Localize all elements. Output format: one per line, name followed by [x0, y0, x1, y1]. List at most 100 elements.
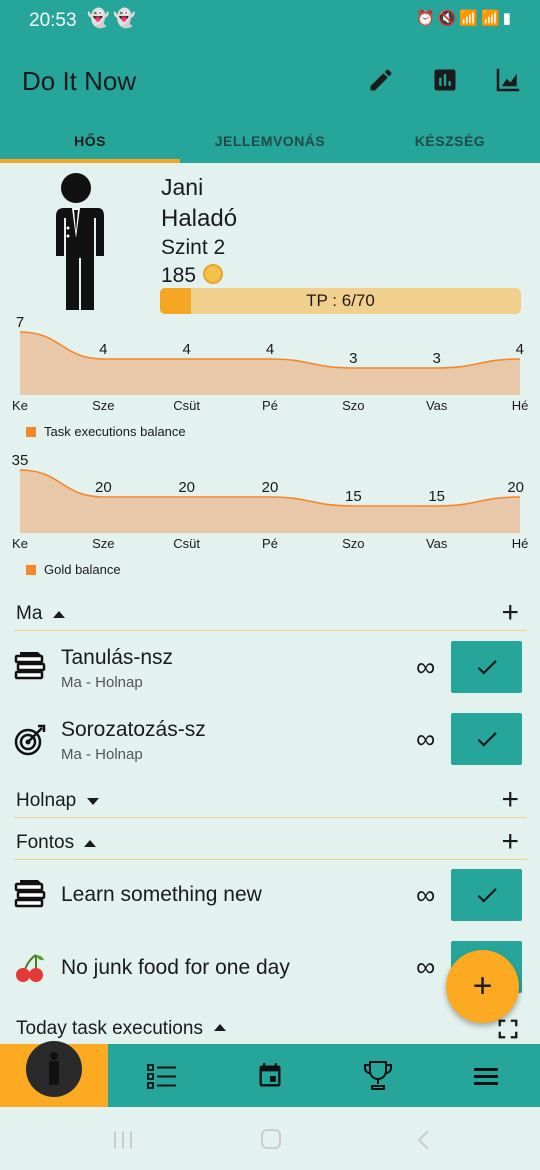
- system-navigation-bar: [0, 1107, 540, 1170]
- tab-skills[interactable]: KÉSZSÉG: [414, 132, 486, 149]
- tab-bar: HŐS JELLEMVONÁS KÉSZSÉG: [0, 118, 540, 163]
- menu-icon: [474, 1067, 498, 1085]
- chart-line: [19, 469, 521, 507]
- data-label: 20: [507, 479, 524, 496]
- add-task-important-button[interactable]: +: [501, 825, 519, 858]
- app-title: Do It Now: [22, 66, 137, 96]
- bottom-navigation: [0, 1040, 540, 1107]
- edit-icon[interactable]: [363, 62, 399, 98]
- data-label: 4: [182, 341, 190, 358]
- data-label: 20: [178, 479, 195, 496]
- hero-level: Szint 2: [161, 236, 226, 259]
- infinity-icon: ∞: [416, 952, 436, 982]
- x-tick-label: Sze: [92, 536, 114, 551]
- chart-legend-task: Task executions balance: [26, 424, 186, 439]
- x-tick-label: Csüt: [173, 536, 200, 551]
- cherry-icon: [14, 952, 46, 984]
- data-label: 15: [428, 488, 445, 505]
- data-label: 4: [99, 341, 107, 358]
- chart-area: [20, 470, 520, 533]
- x-tick-label: Csüt: [173, 398, 200, 413]
- x-tick-label: Vas: [426, 536, 448, 551]
- task-period: Ma - Holnap: [61, 746, 143, 763]
- x-tick-label: Pé: [262, 536, 278, 551]
- tab-traits[interactable]: JELLEMVONÁS: [214, 132, 326, 149]
- coin-icon: [203, 264, 223, 284]
- task-item[interactable]: Learn something new ∞: [0, 868, 540, 932]
- status-bar: 20:53 👻👻 ⏰🔇📶📶▮: [0, 0, 540, 42]
- complete-task-button[interactable]: [451, 869, 522, 921]
- list-icon: [147, 1063, 176, 1089]
- caret-up-icon[interactable]: [84, 840, 96, 847]
- add-task-today-button[interactable]: +: [501, 596, 519, 629]
- chart-legend-gold: Gold balance: [26, 562, 121, 577]
- data-label: 7: [16, 314, 24, 331]
- tab-indicator: [0, 159, 180, 163]
- complete-task-button[interactable]: [451, 641, 522, 693]
- x-tick-label: Hé: [512, 398, 529, 413]
- section-label: Fontos: [16, 832, 75, 853]
- tp-progress-bar: TP : 6/70: [160, 288, 521, 314]
- chart-area: [20, 332, 520, 395]
- section-tomorrow[interactable]: Holnap +: [14, 783, 527, 818]
- caret-up-icon[interactable]: [53, 611, 65, 618]
- infinity-icon: ∞: [416, 724, 436, 754]
- data-label: 4: [516, 341, 524, 358]
- data-label: 3: [349, 350, 357, 367]
- complete-task-button[interactable]: [451, 713, 522, 765]
- legend-swatch: [26, 564, 36, 575]
- tab-hero[interactable]: HŐS: [74, 132, 106, 149]
- x-tick-label: Ke: [12, 536, 28, 551]
- nav-menu-tab[interactable]: [432, 1044, 540, 1107]
- books-icon: [14, 878, 46, 910]
- calendar-icon: [259, 1062, 281, 1086]
- data-label: 20: [262, 479, 279, 496]
- section-label: Ma: [16, 603, 43, 624]
- x-tick-label: Hé: [512, 536, 529, 551]
- nav-list-tab[interactable]: [108, 1044, 216, 1107]
- x-tick-label: Szo: [342, 398, 364, 413]
- add-task-tomorrow-button[interactable]: +: [501, 783, 519, 816]
- status-time: 20:53: [29, 10, 77, 31]
- avatar: [44, 172, 108, 310]
- task-item[interactable]: Tanulás-nsz Ma - Holnap ∞: [0, 640, 540, 704]
- recent-apps-icon[interactable]: [112, 1129, 134, 1156]
- data-label: 4: [266, 341, 274, 358]
- infinity-icon: ∞: [416, 880, 436, 910]
- data-label: 35: [12, 452, 29, 469]
- task-period: Ma - Holnap: [61, 674, 143, 691]
- section-label: Holnap: [16, 790, 77, 811]
- section-important[interactable]: Fontos +: [14, 825, 527, 860]
- nav-calendar-tab[interactable]: [216, 1044, 324, 1107]
- caret-down-icon[interactable]: [87, 798, 99, 805]
- line-chart-icon[interactable]: [490, 62, 526, 98]
- task-name: Sorozatozás-sz: [61, 718, 206, 741]
- app-bar: Do It Now: [0, 42, 540, 118]
- task-name: Tanulás-nsz: [61, 646, 174, 669]
- bar-chart-icon[interactable]: [427, 62, 463, 98]
- x-tick-label: Ke: [12, 398, 28, 413]
- legend-swatch: [26, 426, 36, 437]
- home-icon[interactable]: [260, 1128, 282, 1155]
- task-name: No junk food for one day: [61, 956, 290, 979]
- add-fab-button[interactable]: +: [446, 950, 519, 1023]
- data-label: 20: [95, 479, 112, 496]
- section-today[interactable]: Ma +: [14, 596, 527, 631]
- chart-line: [19, 331, 521, 369]
- task-name: Learn something new: [61, 883, 262, 906]
- snapchat-icon: 👻👻: [87, 8, 140, 28]
- x-tick-label: Pé: [262, 398, 278, 413]
- data-label: 3: [432, 350, 440, 367]
- fullscreen-icon[interactable]: [497, 1018, 519, 1045]
- caret-up-icon[interactable]: [214, 1024, 226, 1031]
- task-item[interactable]: Sorozatozás-sz Ma - Holnap ∞: [0, 712, 540, 776]
- back-icon[interactable]: [414, 1129, 434, 1156]
- x-tick-label: Szo: [342, 536, 364, 551]
- target-icon: [14, 724, 46, 756]
- hero-name: Jani: [161, 174, 204, 200]
- task-executions-chart: 7 Ke 4 Sze 4 Csüt 4 Pé 3 Szo 3 Vas 4 Hé: [12, 314, 529, 413]
- books-icon: [14, 650, 46, 682]
- nav-hero-tab[interactable]: [0, 1040, 108, 1107]
- section-executions-label[interactable]: Today task executions: [16, 1018, 203, 1039]
- nav-trophy-tab[interactable]: [324, 1044, 432, 1107]
